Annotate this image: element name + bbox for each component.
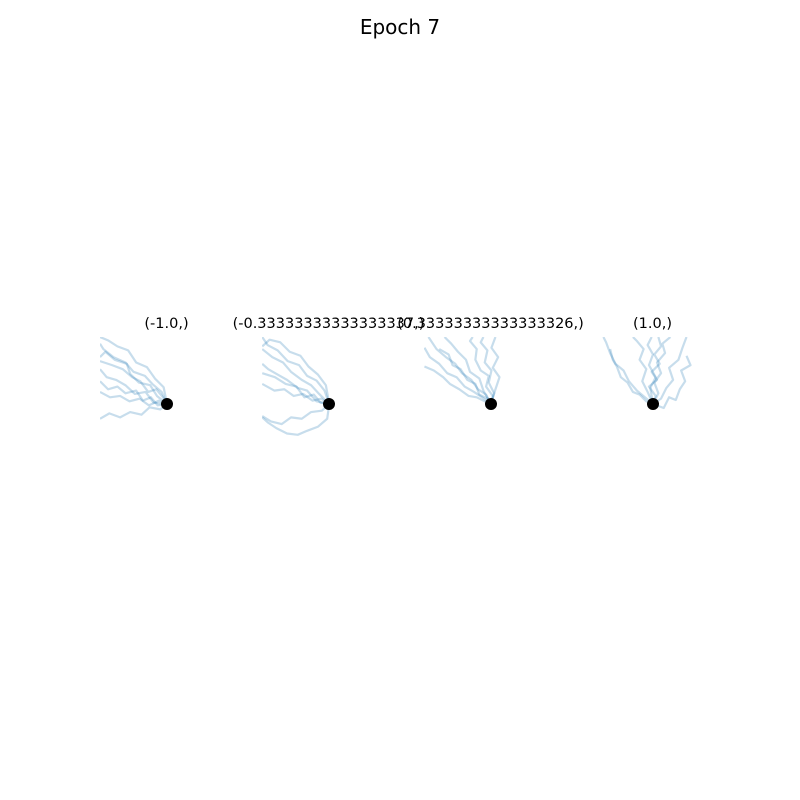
trajectory-line-5: [100, 337, 169, 405]
trajectory-group: [100, 337, 169, 420]
trajectory-line-2: [262, 337, 331, 405]
trajectory-line-6: [438, 348, 492, 405]
trajectory-line-2: [632, 337, 655, 405]
trajectory-line-5: [262, 338, 331, 405]
trajectory-line-3: [262, 348, 331, 405]
trajectory-group: [424, 337, 501, 406]
trajectory-line-2: [100, 343, 169, 405]
trajectory-line-8: [424, 365, 492, 406]
trajectory-line-1: [100, 390, 168, 407]
trajectory-line-7: [262, 403, 331, 436]
trajectory-line-1: [262, 382, 330, 405]
trajectory-line-3: [652, 337, 688, 405]
subplot-1: (-1.0,): [100, 316, 189, 420]
subplot-4: (1.0,): [602, 316, 692, 410]
trajectory-group: [602, 337, 692, 410]
trajectory-line-8: [609, 348, 654, 406]
trajectory-line-7: [468, 337, 494, 405]
trajectory-line-1: [427, 337, 492, 405]
subplot-title: (-0.33333333333333337,): [233, 316, 425, 332]
subplot-title: (1.0,): [633, 316, 672, 332]
figure-suptitle: Epoch 7: [360, 15, 440, 39]
trajectory-line-5: [443, 337, 492, 405]
trajectory-line-1: [652, 337, 672, 405]
start-point-marker: [485, 398, 497, 410]
trajectory-line-7: [647, 337, 663, 405]
trajectory-line-4: [262, 403, 330, 426]
trajectory-line-4: [646, 337, 657, 405]
subplot-title: (0.33333333333333326,): [397, 316, 584, 332]
trajectory-line-8: [262, 372, 330, 406]
trajectory-line-4: [100, 403, 168, 420]
trajectory-line-7: [100, 380, 168, 407]
trajectory-line-8: [100, 360, 168, 405]
trajectory-line-6: [100, 368, 168, 406]
trajectory-line-6: [262, 362, 330, 406]
trajectory-line-3: [424, 347, 492, 405]
start-point-marker: [323, 398, 335, 410]
trajectory-line-6: [652, 355, 692, 410]
trajectory-line-2: [479, 337, 496, 405]
subplot-title: (-1.0,): [144, 316, 188, 332]
start-point-marker: [647, 398, 659, 410]
subplot-2: (-0.33333333333333337,): [233, 316, 425, 436]
trajectory-line-4: [489, 337, 501, 405]
trajectory-group: [262, 337, 331, 436]
trajectory-line-3: [100, 350, 168, 405]
subplot-panels: (-1.0,) (-0.33333333333333337,)(0.3333333…: [100, 316, 692, 436]
start-point-marker: [161, 398, 173, 410]
subplot-3: (0.33333333333333326,): [397, 316, 584, 410]
trajectory-line-5: [602, 337, 654, 405]
